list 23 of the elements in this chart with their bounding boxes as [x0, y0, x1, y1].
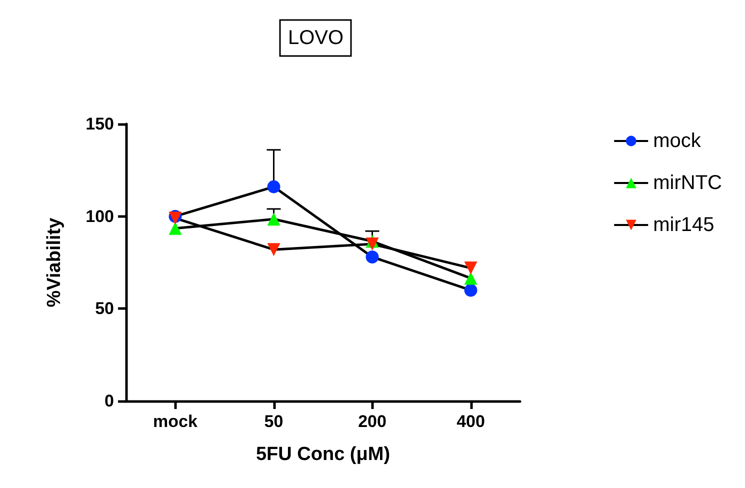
point — [464, 262, 478, 275]
point — [267, 243, 280, 256]
point — [168, 222, 182, 235]
legend-label: mock — [653, 130, 702, 152]
y-tick-label: 50 — [95, 299, 114, 318]
point — [267, 212, 280, 226]
x-tick-label: 400 — [456, 412, 485, 431]
legend-label: mir145 — [653, 214, 714, 236]
x-tick-label: 200 — [358, 412, 386, 431]
x-axis-title: 5FU Conc (μM) — [256, 444, 390, 465]
point — [366, 250, 379, 264]
chart-title: LOVO — [288, 27, 344, 49]
point — [464, 284, 478, 297]
point — [366, 238, 379, 251]
legend-label: mirNTC — [653, 172, 722, 194]
point — [267, 180, 280, 194]
x-tick-label: mock — [153, 412, 198, 431]
point — [464, 272, 478, 285]
x-tick-label: 50 — [264, 412, 284, 431]
y-tick-label: 150 — [86, 114, 114, 134]
y-axis-title: %Viability — [44, 217, 65, 308]
y-tick-label: 100 — [86, 206, 114, 226]
y-tick-label: 0 — [104, 392, 114, 410]
